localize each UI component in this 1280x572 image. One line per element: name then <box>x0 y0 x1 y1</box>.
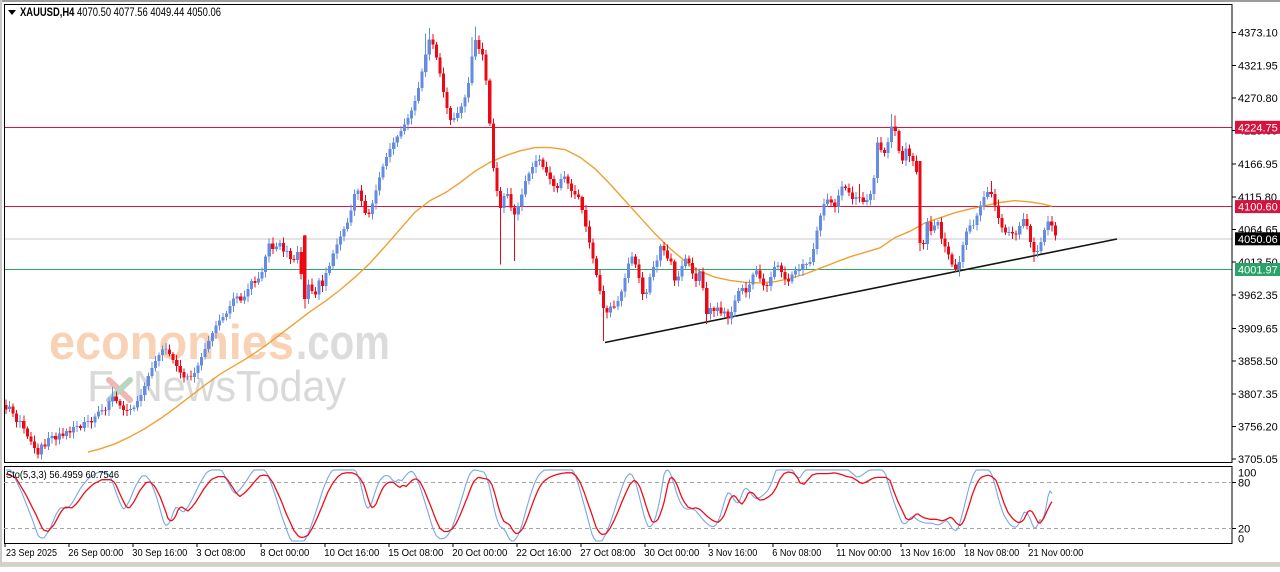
svg-text:18 Nov 08:00: 18 Nov 08:00 <box>964 548 1019 559</box>
svg-text:27 Oct 08:00: 27 Oct 08:00 <box>580 548 635 559</box>
svg-text:4373.10: 4373.10 <box>1238 28 1278 40</box>
svg-text:.com: .com <box>296 316 390 370</box>
svg-text:4224.75: 4224.75 <box>1238 122 1278 134</box>
svg-text:26 Sep 00:00: 26 Sep 00:00 <box>68 548 123 559</box>
svg-text:Sto(5,3,3) 56.4959 60.7546: Sto(5,3,3) 56.4959 60.7546 <box>6 469 119 481</box>
svg-text:3807.35: 3807.35 <box>1238 389 1278 401</box>
svg-text:11 Nov 00:00: 11 Nov 00:00 <box>836 548 891 559</box>
svg-text:10 Oct 16:00: 10 Oct 16:00 <box>324 548 379 559</box>
svg-text:4321.95: 4321.95 <box>1238 60 1278 72</box>
svg-text:3705.05: 3705.05 <box>1238 454 1278 466</box>
svg-text:23 Sep 2025: 23 Sep 2025 <box>6 548 57 559</box>
svg-text:0: 0 <box>1238 533 1244 545</box>
svg-text:15 Oct 08:00: 15 Oct 08:00 <box>388 548 443 559</box>
svg-text:13 Nov 16:00: 13 Nov 16:00 <box>900 548 955 559</box>
svg-text:3858.50: 3858.50 <box>1238 356 1278 368</box>
svg-text:80: 80 <box>1238 478 1250 490</box>
svg-text:3 Nov 16:00: 3 Nov 16:00 <box>708 548 757 559</box>
svg-text:4050.06: 4050.06 <box>1238 234 1278 246</box>
svg-text:20 Oct 00:00: 20 Oct 00:00 <box>452 548 507 559</box>
svg-text:6 Nov 08:00: 6 Nov 08:00 <box>772 548 821 559</box>
svg-text:XAUUSD,H4 4070.50 4077.56 404: XAUUSD,H4 4070.50 4077.56 4049.44 4050.0… <box>20 7 221 19</box>
svg-text:4166.95: 4166.95 <box>1238 159 1278 171</box>
svg-text:4100.60: 4100.60 <box>1238 202 1278 214</box>
svg-text:21 Nov 00:00: 21 Nov 00:00 <box>1028 548 1083 559</box>
svg-text:22 Oct 16:00: 22 Oct 16:00 <box>516 548 571 559</box>
svg-text:3 Oct 08:00: 3 Oct 08:00 <box>196 548 245 559</box>
svg-text:4001.97: 4001.97 <box>1238 265 1278 277</box>
svg-text:30 Oct 00:00: 30 Oct 00:00 <box>644 548 699 559</box>
svg-text:30 Sep 16:00: 30 Sep 16:00 <box>132 548 187 559</box>
svg-text:3756.20: 3756.20 <box>1238 421 1278 433</box>
svg-text:3962.35: 3962.35 <box>1238 290 1278 302</box>
svg-text:100: 100 <box>1238 467 1256 479</box>
svg-text:NewsToday: NewsToday <box>133 362 346 411</box>
svg-text:20: 20 <box>1238 523 1250 535</box>
svg-text:economies: economies <box>49 316 294 370</box>
svg-text:4270.80: 4270.80 <box>1238 93 1278 105</box>
svg-text:3909.65: 3909.65 <box>1238 324 1278 336</box>
svg-text:8 Oct 00:00: 8 Oct 00:00 <box>260 548 309 559</box>
